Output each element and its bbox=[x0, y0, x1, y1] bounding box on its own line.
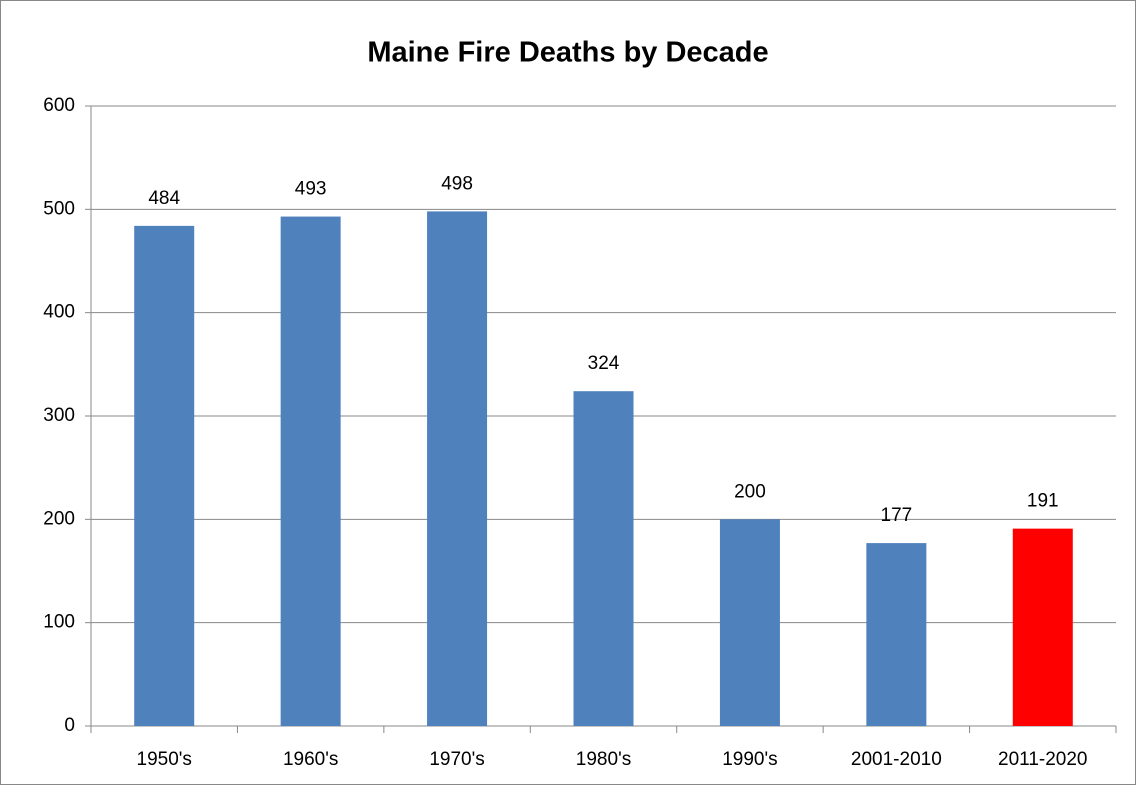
data-label: 484 bbox=[148, 188, 180, 209]
data-label: 177 bbox=[881, 505, 913, 526]
x-tick-label: 1990's bbox=[722, 749, 777, 770]
data-label: 200 bbox=[734, 481, 766, 502]
x-tick-label: 2011-2020 bbox=[998, 749, 1087, 770]
bar bbox=[1012, 528, 1073, 726]
bar bbox=[427, 211, 488, 726]
data-label: 498 bbox=[441, 173, 473, 194]
x-tick-label: 1980's bbox=[576, 749, 631, 770]
y-tick-label: 100 bbox=[43, 612, 75, 633]
chart-title: Maine Fire Deaths by Decade bbox=[367, 37, 768, 69]
y-tick-label: 300 bbox=[43, 405, 75, 426]
x-tick-label: 2001-2010 bbox=[851, 749, 942, 770]
bar bbox=[573, 391, 634, 726]
x-tick-label: 1970's bbox=[429, 749, 484, 770]
data-label: 493 bbox=[295, 179, 327, 200]
bar bbox=[280, 216, 341, 727]
bar bbox=[866, 543, 927, 726]
bar bbox=[719, 519, 780, 726]
y-tick-label: 500 bbox=[43, 198, 75, 219]
y-tick-label: 400 bbox=[43, 302, 75, 323]
y-tick-label: 0 bbox=[64, 715, 75, 736]
y-tick-label: 200 bbox=[43, 508, 75, 529]
data-label: 324 bbox=[588, 353, 620, 374]
x-tick-label: 1960's bbox=[283, 749, 338, 770]
y-tick-label: 600 bbox=[43, 95, 75, 116]
x-tick-label: 1950's bbox=[137, 749, 192, 770]
data-label: 191 bbox=[1027, 491, 1059, 512]
bar bbox=[134, 225, 195, 726]
